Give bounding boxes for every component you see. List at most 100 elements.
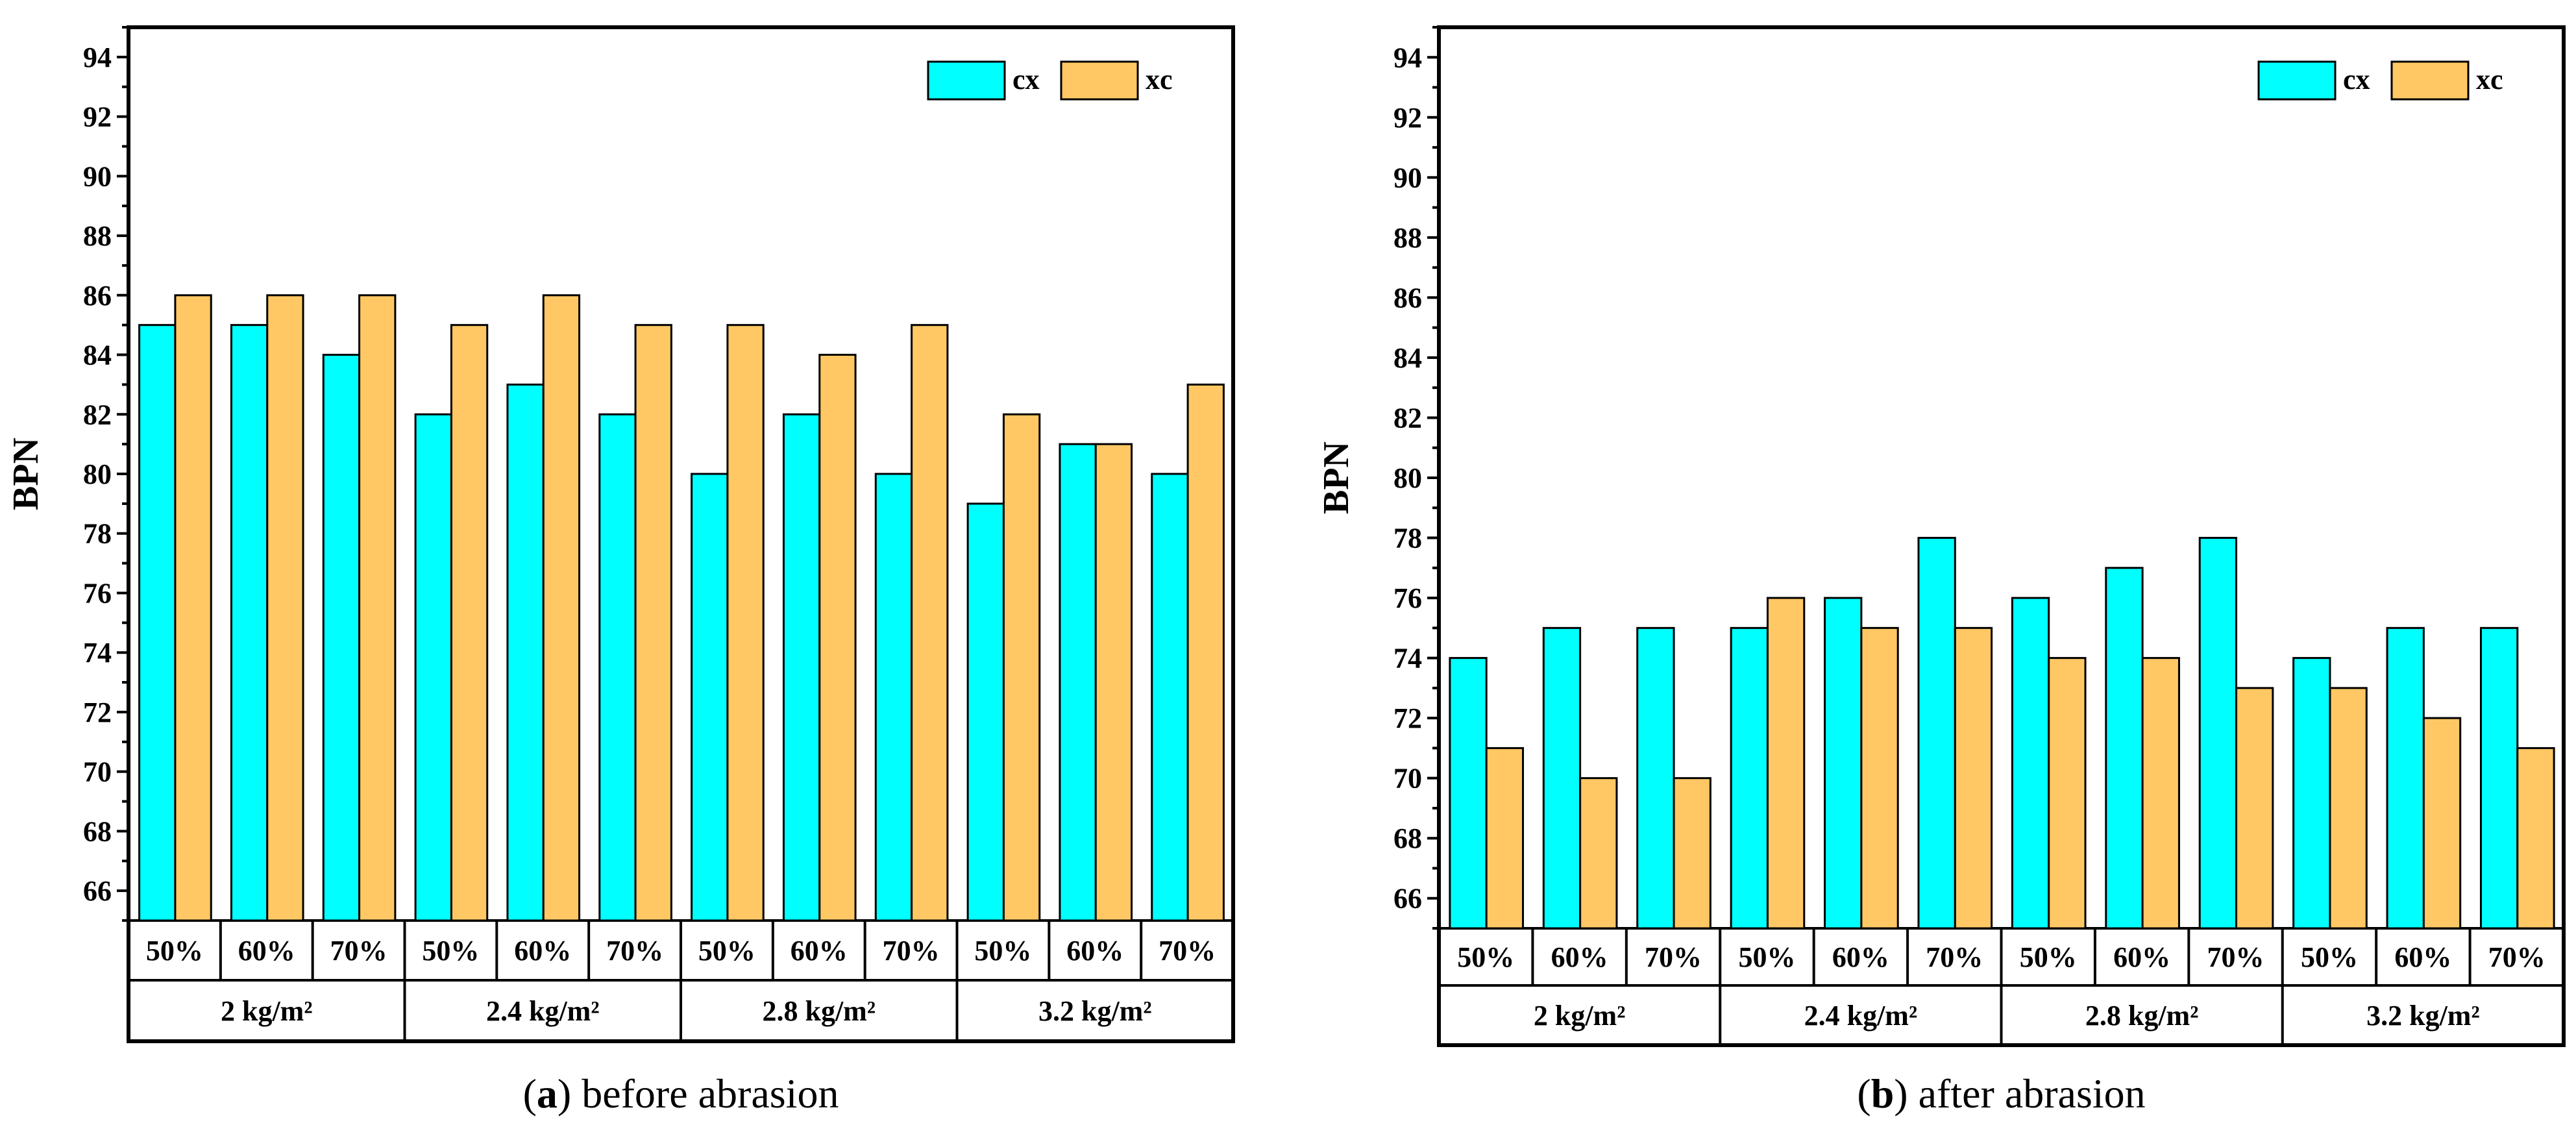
y-tick-label: 72 xyxy=(83,697,112,728)
legend-swatch-xc xyxy=(2390,60,2470,101)
y-tick-label: 68 xyxy=(1393,822,1422,854)
legend-swatch-cx xyxy=(2257,60,2337,101)
bar-xc-9 xyxy=(911,324,949,922)
bar-cx-9 xyxy=(874,473,913,922)
bar-cx-11 xyxy=(2386,626,2425,930)
subcategory-label: 50% xyxy=(698,935,755,967)
y-tick-label: 72 xyxy=(1393,702,1422,734)
chart-panel-a: 66 68 70 72 74 76 78 80 82 84 86 88 90 92 94 BPN 50% 60% 7… xyxy=(6,25,1235,1117)
y-tick-label: 94 xyxy=(83,42,112,73)
y-tick-label: 74 xyxy=(83,637,112,669)
bar-xc-1 xyxy=(174,294,212,922)
bar-xc-5 xyxy=(1860,626,1899,930)
subcategory-label: 70% xyxy=(1926,941,1983,973)
y-tick-label: 80 xyxy=(83,458,112,490)
subcategory-label: 60% xyxy=(2113,941,2170,973)
y-tick-label: 82 xyxy=(83,399,112,430)
y-tick-label: 80 xyxy=(1393,462,1422,494)
subcategory-label: 50% xyxy=(1457,941,1514,973)
bar-cx-4 xyxy=(414,413,452,922)
group-label: 2 kg/m² xyxy=(221,995,313,1027)
bar-cx-10 xyxy=(2292,657,2331,930)
y-tick-label: 78 xyxy=(83,518,112,550)
y-tick-label: 68 xyxy=(83,815,112,847)
bar-xc-2 xyxy=(266,294,304,922)
bar-cx-5 xyxy=(506,383,545,922)
bar-cx-6 xyxy=(598,413,637,922)
y-tick-label: 70 xyxy=(83,756,112,788)
y-tick-label: 92 xyxy=(83,101,112,133)
bar-cx-3 xyxy=(1636,626,1675,930)
y-tick-label: 76 xyxy=(83,577,112,609)
bar-cx-8 xyxy=(2105,567,2144,930)
panel-caption: (b) after abrasion xyxy=(1857,1070,2145,1117)
y-tick-label: 82 xyxy=(1393,402,1422,434)
group-label: 2.4 kg/m² xyxy=(1804,1000,1918,1032)
bar-xc-2 xyxy=(1579,777,1618,930)
bar-cx-2 xyxy=(1542,626,1582,930)
subcategory-label: 50% xyxy=(146,935,203,967)
bar-xc-8 xyxy=(2141,657,2180,930)
subcategory-label: 70% xyxy=(2488,941,2545,973)
bar-xc-12 xyxy=(1186,383,1225,922)
bar-cx-3 xyxy=(322,354,361,922)
bar-xc-1 xyxy=(1485,747,1525,930)
y-axis-label: BPN xyxy=(1316,441,1356,514)
subcategory-label: 70% xyxy=(883,935,940,967)
y-tick-label: 90 xyxy=(83,160,112,192)
y-tick-label: 70 xyxy=(1393,763,1422,795)
subcategory-label: 50% xyxy=(422,935,479,967)
subcategory-label: 60% xyxy=(791,935,848,967)
y-tick-label: 92 xyxy=(1393,102,1422,134)
bar-cx-7 xyxy=(2011,597,2050,930)
panel-letter: a xyxy=(537,1070,558,1117)
bar-xc-6 xyxy=(634,324,672,922)
legend-label-cx: cx xyxy=(2343,64,2370,95)
group-label: 2.8 kg/m² xyxy=(762,995,876,1027)
group-label: 3.2 kg/m² xyxy=(2366,1000,2480,1032)
legend-label-cx: cx xyxy=(1012,64,1040,95)
bar-cx-10 xyxy=(966,502,1005,922)
subcategory-label: 70% xyxy=(1645,941,1702,973)
bar-cx-9 xyxy=(2198,537,2238,930)
y-tick-label: 74 xyxy=(1393,643,1422,674)
y-tick-label: 76 xyxy=(1393,582,1422,614)
chart-panel-b: 66 68 70 72 74 76 78 80 82 84 86 88 90 92 94 BPN 50% 60% 7… xyxy=(1316,25,2566,1117)
y-tick-label: 88 xyxy=(83,220,112,252)
panel-caption-text: after abrasion xyxy=(1919,1070,2146,1117)
y-tick-label: 66 xyxy=(1393,883,1422,915)
panel-letter: b xyxy=(1871,1070,1895,1117)
group-label: 2.4 kg/m² xyxy=(486,995,600,1027)
legend-label-xc: xc xyxy=(1146,64,1173,95)
bar-cx-12 xyxy=(2479,626,2519,930)
subcategory-label: 50% xyxy=(2020,941,2077,973)
bar-cx-7 xyxy=(691,473,729,922)
subcategory-label: 60% xyxy=(1551,941,1608,973)
legend-swatch-xc xyxy=(1060,60,1139,101)
subcategory-label: 50% xyxy=(2301,941,2358,973)
y-axis-label: BPN xyxy=(6,438,46,510)
subcategory-label: 70% xyxy=(330,935,387,967)
bar-cx-4 xyxy=(1730,626,1769,930)
bar-xc-5 xyxy=(542,294,581,922)
panel-caption: (a) before abrasion xyxy=(523,1070,839,1117)
bar-cx-8 xyxy=(782,413,821,922)
bar-cx-12 xyxy=(1151,473,1189,922)
subcategory-label: 70% xyxy=(1159,935,1216,967)
y-tick-label: 84 xyxy=(1393,342,1422,374)
y-tick-label: 78 xyxy=(1393,523,1422,554)
bar-xc-6 xyxy=(1954,626,1993,930)
bar-xc-12 xyxy=(2516,747,2555,930)
bar-cx-6 xyxy=(1917,537,1956,930)
bar-xc-7 xyxy=(726,324,765,922)
y-tick-label: 88 xyxy=(1393,222,1422,254)
subcategory-label: 60% xyxy=(2394,941,2451,973)
group-label: 2.8 kg/m² xyxy=(2085,1000,2199,1032)
group-label: 2 kg/m² xyxy=(1534,1000,1626,1032)
subcategory-label: 50% xyxy=(1738,941,1795,973)
y-tick-label: 86 xyxy=(83,280,112,312)
group-label: 3.2 kg/m² xyxy=(1038,995,1152,1027)
subcategory-label: 70% xyxy=(2207,941,2264,973)
y-tick-label: 90 xyxy=(1393,162,1422,193)
